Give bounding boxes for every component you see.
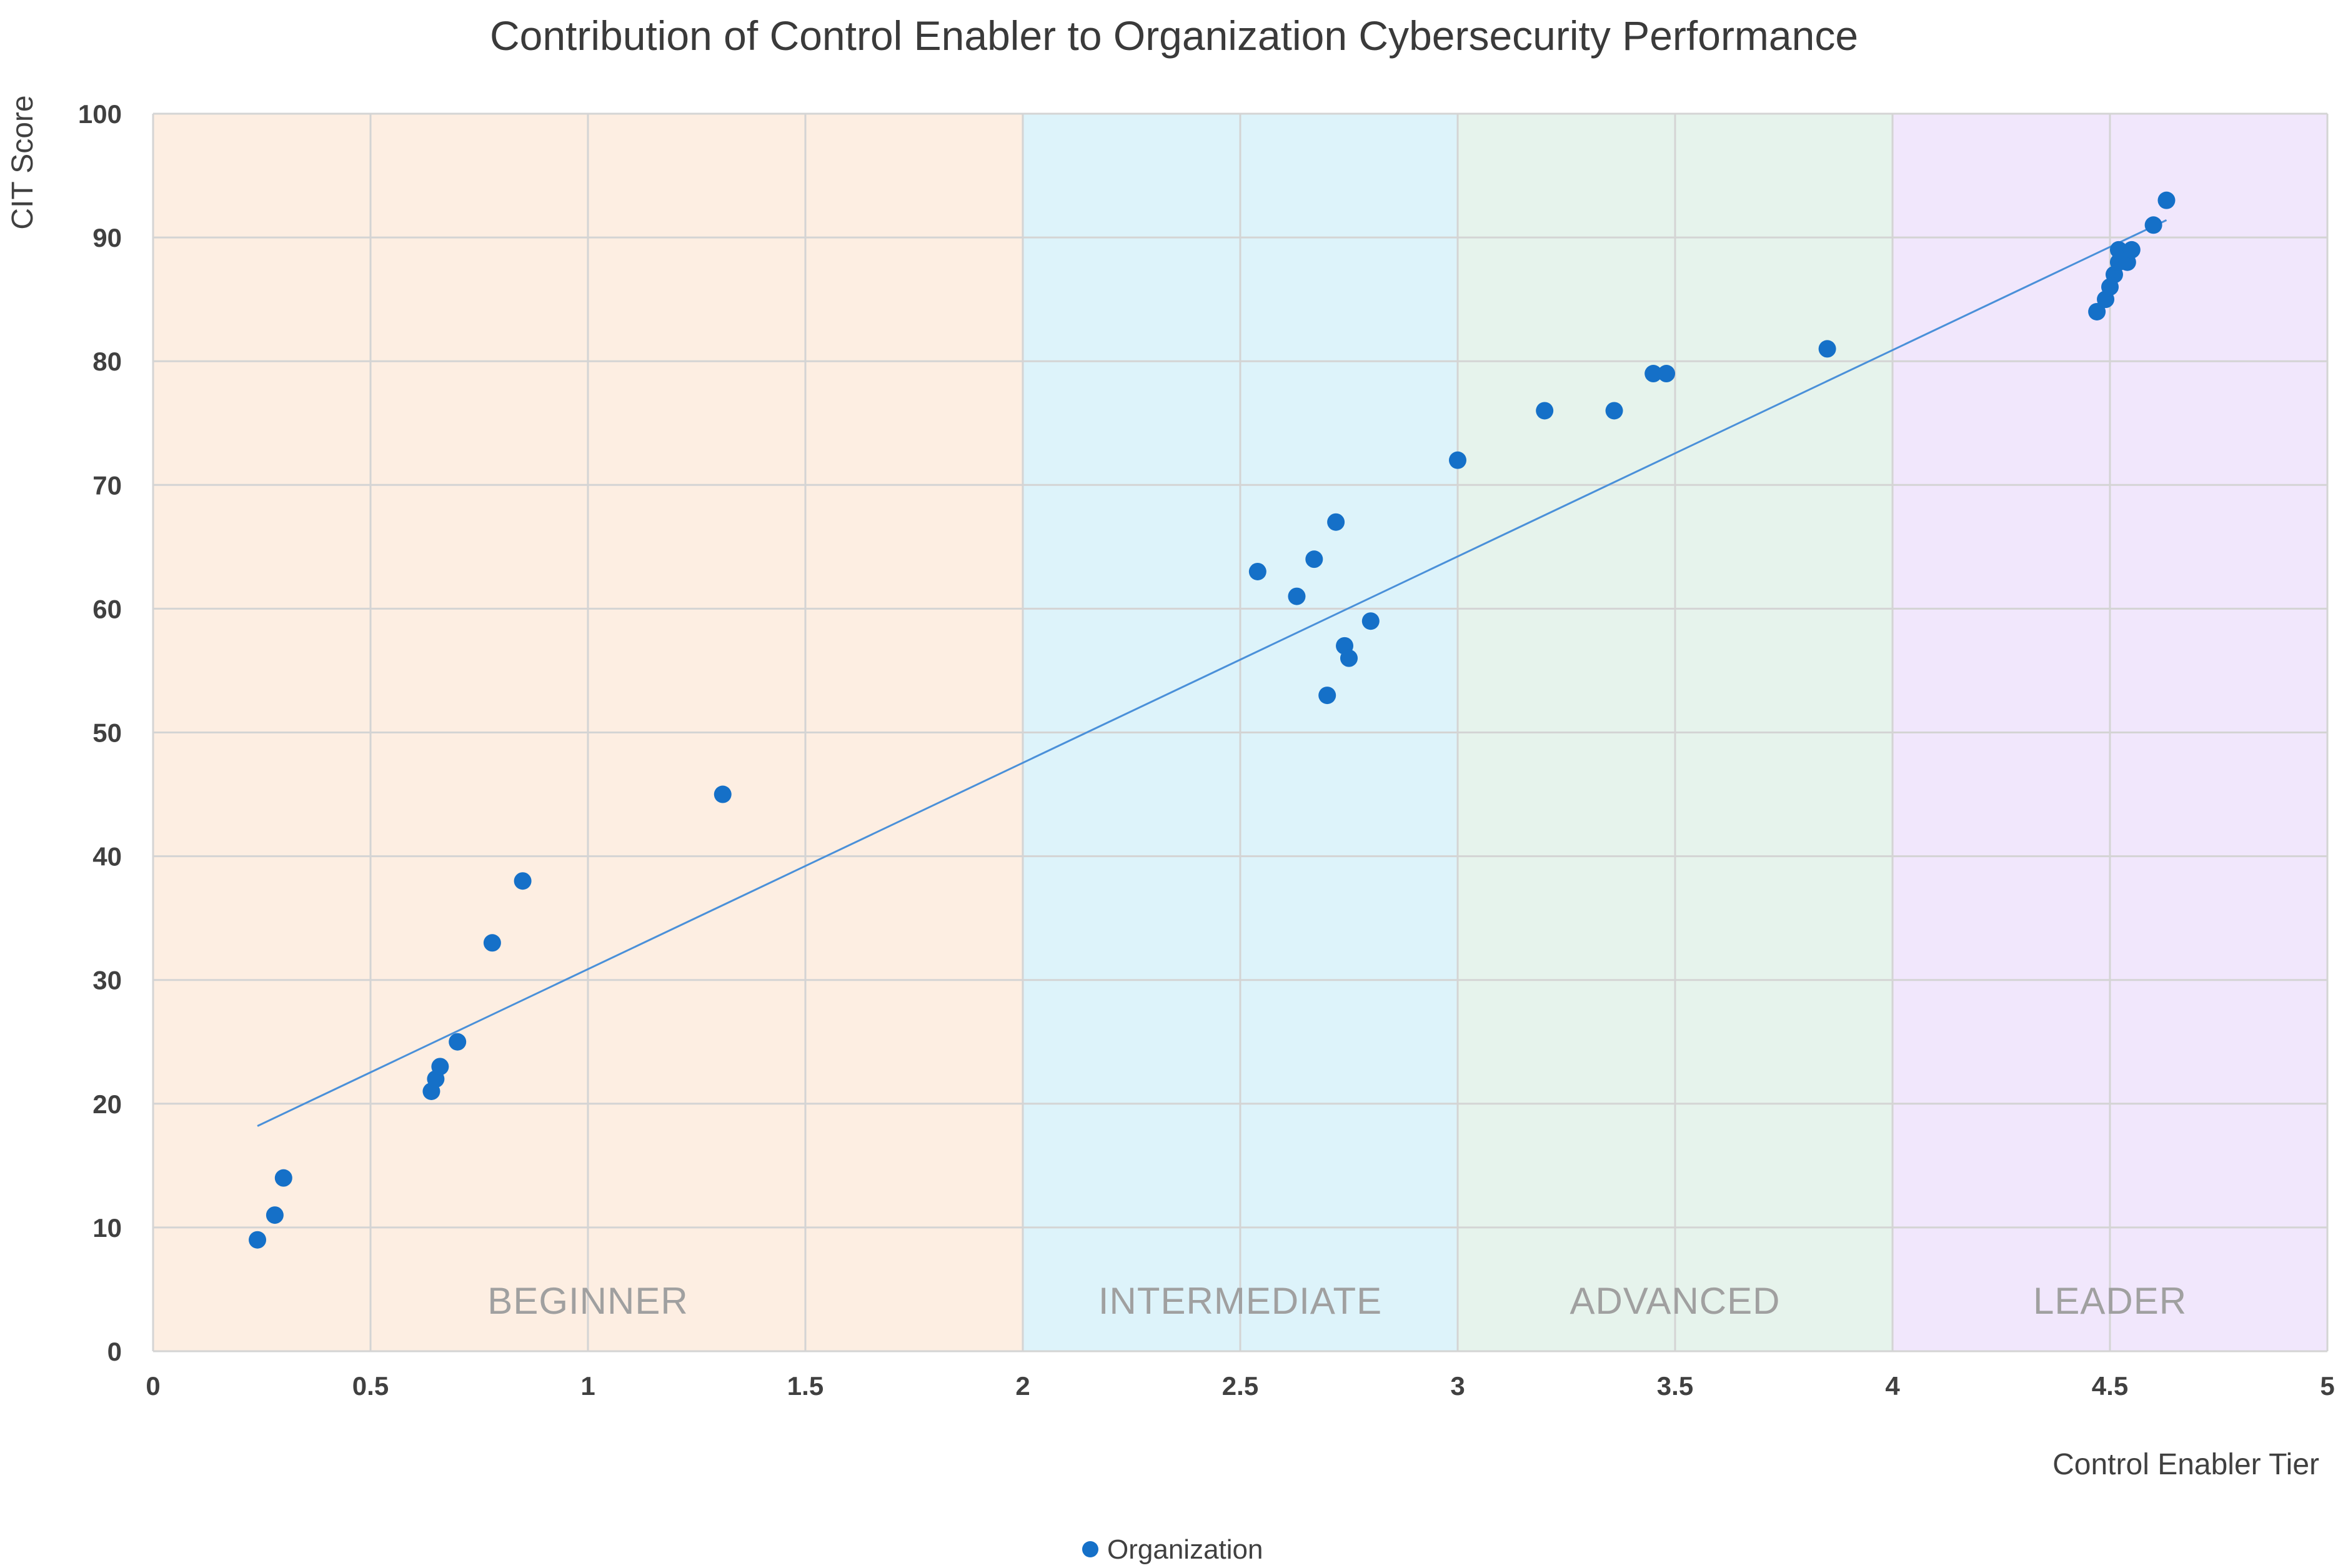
x-tick-label-2: 1 — [580, 1371, 595, 1401]
x-tick-label-1: 0.5 — [352, 1371, 389, 1401]
y-tick-label-10: 100 — [78, 99, 122, 129]
region-label-leader: LEADER — [2033, 1280, 2187, 1322]
gridlines — [152, 112, 2329, 1352]
data-point-7 — [483, 934, 501, 952]
data-point-9 — [714, 785, 732, 803]
data-point-33 — [2157, 191, 2176, 209]
data-point-32 — [2144, 216, 2162, 234]
y-tick-label-0: 0 — [107, 1337, 122, 1366]
y-tick-label-2: 20 — [92, 1089, 122, 1119]
y-tick-label-6: 60 — [92, 594, 122, 623]
data-point-16 — [1340, 649, 1358, 667]
data-point-17 — [1361, 612, 1380, 630]
y-tick-label-4: 40 — [92, 842, 122, 871]
x-tick-label-5: 2.5 — [1222, 1371, 1258, 1401]
data-point-18 — [1449, 451, 1466, 469]
y-tick-label-1: 10 — [92, 1213, 122, 1243]
data-point-2 — [274, 1169, 292, 1187]
data-point-23 — [1818, 340, 1836, 358]
region-label-intermediate: INTERMEDIATE — [1098, 1280, 1382, 1322]
x-tick-label-6: 3 — [1450, 1371, 1465, 1401]
region-label-advanced: ADVANCED — [1570, 1280, 1781, 1322]
data-point-8 — [514, 872, 532, 890]
legend-label: Organization — [1107, 1534, 1263, 1565]
data-point-24 — [2088, 302, 2106, 320]
x-tick-label-10: 5 — [2320, 1371, 2334, 1401]
y-tick-label-7: 70 — [92, 470, 122, 500]
region-labels: BEGINNER INTERMEDIATE ADVANCED LEADER — [487, 1280, 2187, 1322]
data-point-14 — [1327, 513, 1345, 531]
x-axis-ticks: 0 0.5 1 1.5 2 2.5 3 3.5 4 4.5 5 — [146, 1371, 2334, 1401]
trendline-layer — [257, 219, 2167, 1127]
chart-title: Contribution of Control Enabler to Organ… — [490, 12, 1858, 59]
y-tick-label-8: 80 — [92, 347, 122, 376]
x-tick-label-7: 3.5 — [1657, 1371, 1693, 1401]
legend-marker — [1082, 1541, 1098, 1557]
x-tick-label-3: 1.5 — [787, 1371, 823, 1401]
data-point-21 — [1644, 365, 1663, 383]
data-point-12 — [1305, 550, 1323, 568]
data-point-31 — [2122, 241, 2141, 259]
y-tick-label-3: 30 — [92, 966, 122, 995]
data-point-0 — [249, 1231, 267, 1249]
y-axis-title: CIT Score — [6, 95, 39, 229]
x-tick-label-8: 4 — [1885, 1371, 1900, 1401]
data-point-5 — [431, 1058, 449, 1076]
data-point-10 — [1248, 562, 1266, 580]
legend: Organization — [1082, 1534, 1263, 1565]
data-point-1 — [266, 1206, 284, 1224]
data-point-13 — [1318, 687, 1336, 705]
data-points — [249, 191, 2176, 1249]
x-tick-label-4: 2 — [1015, 1371, 1030, 1401]
x-axis-title: Control Enabler Tier — [2052, 1448, 2319, 1481]
data-point-6 — [449, 1033, 467, 1051]
trendline — [257, 219, 2167, 1127]
data-point-19 — [1536, 402, 1554, 420]
y-axis-ticks: 0 10 20 30 40 50 60 70 80 90 100 — [78, 99, 122, 1366]
data-point-11 — [1288, 587, 1306, 605]
y-tick-label-9: 90 — [92, 223, 122, 252]
region-label-beginner: BEGINNER — [487, 1280, 688, 1322]
x-tick-label-0: 0 — [146, 1371, 160, 1401]
x-tick-label-9: 4.5 — [2092, 1371, 2128, 1401]
data-point-20 — [1605, 402, 1623, 420]
data-point-29 — [2109, 241, 2127, 259]
data-point-22 — [1658, 365, 1676, 383]
y-tick-label-5: 50 — [92, 718, 122, 748]
